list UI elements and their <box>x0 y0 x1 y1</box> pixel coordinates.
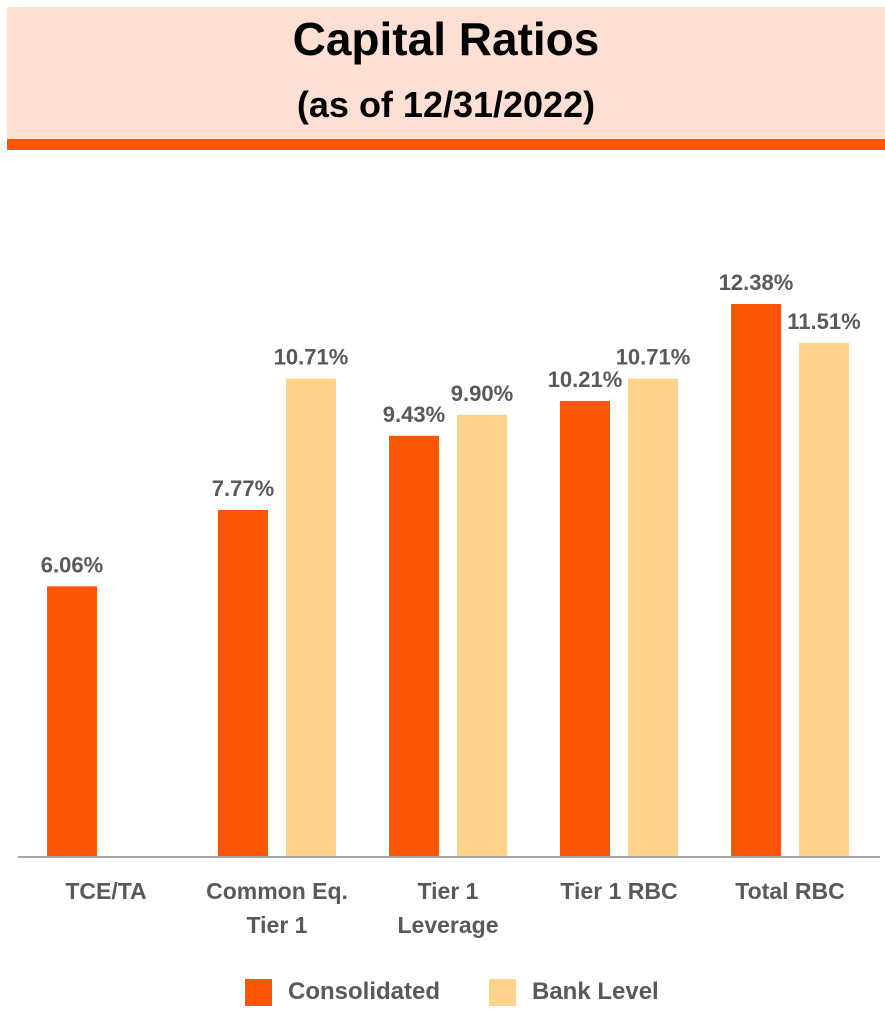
bar-consolidated-3 <box>560 400 610 857</box>
data-label-consolidated-3: 10.21% <box>548 367 623 392</box>
bar-chart: 6.06% TCE/TA 7.77% 10.71% Common Eq. Tier 1 9.… <box>18 270 880 938</box>
chart-title: Capital Ratios <box>292 13 600 65</box>
bar-bank-level-4 <box>799 342 849 857</box>
bar-consolidated-1 <box>218 509 268 857</box>
bar-consolidated-2 <box>389 435 439 857</box>
category-label-2-1: Leverage <box>397 912 498 938</box>
legend-swatch-bank-level <box>489 978 516 1006</box>
category-label-3-0: Tier 1 RBC <box>560 878 677 904</box>
category-label-1-0: Common Eq. <box>206 878 348 904</box>
title-banner <box>7 7 885 139</box>
title-underline <box>7 139 885 150</box>
data-label-bank-level-1: 10.71% <box>274 345 349 370</box>
data-label-consolidated-1: 7.77% <box>212 476 274 501</box>
legend-label-bank-level: Bank Level <box>532 978 659 1005</box>
data-label-bank-level-3: 10.71% <box>616 345 691 370</box>
data-label-bank-level-4: 11.51% <box>787 309 860 334</box>
legend-label-consolidated: Consolidated <box>288 978 441 1005</box>
category-label-0-0: TCE/TA <box>65 878 146 904</box>
chart-legend: Consolidated Bank Level <box>0 978 885 1012</box>
data-label-bank-level-2: 9.90% <box>451 381 513 406</box>
data-label-consolidated-0: 6.06% <box>41 552 103 577</box>
bar-bank-level-2 <box>457 414 507 857</box>
data-label-consolidated-4: 12.38% <box>719 270 794 295</box>
legend-item-consolidated: Consolidated <box>245 978 440 1006</box>
category-label-2-0: Tier 1 <box>418 878 479 904</box>
chart-subtitle: (as of 12/31/2022) <box>296 84 596 125</box>
bar-bank-level-3 <box>628 378 678 857</box>
legend-swatch-consolidated <box>245 978 272 1006</box>
bar-consolidated-0 <box>47 586 97 857</box>
category-label-1-1: Tier 1 <box>247 912 308 938</box>
category-label-4-0: Total RBC <box>735 878 844 904</box>
bar-bank-level-1 <box>286 378 336 857</box>
bar-consolidated-4 <box>731 304 781 857</box>
legend-item-bank-level: Bank Level <box>489 978 659 1006</box>
data-label-consolidated-2: 9.43% <box>383 402 445 427</box>
